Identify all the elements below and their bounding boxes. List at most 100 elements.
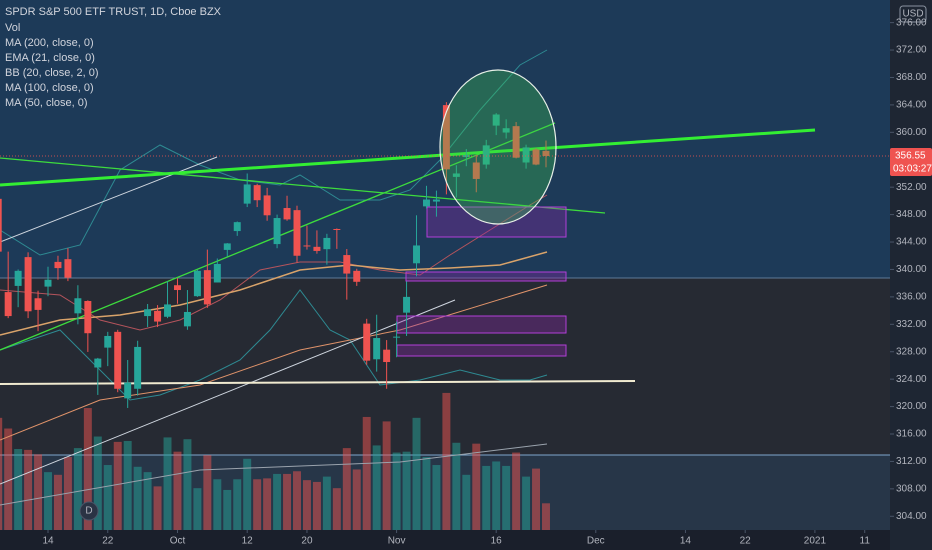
candle-body (502, 128, 510, 133)
y-tick-label: 320.00 (896, 401, 927, 412)
volume-bar (183, 439, 192, 530)
candle-body (343, 255, 351, 274)
candle-body (442, 105, 450, 170)
candle-body (54, 261, 62, 269)
volume-bar (203, 455, 212, 530)
volume-bar (103, 465, 112, 530)
candle-body (114, 331, 122, 389)
candle-body (223, 243, 231, 250)
volume-bar (362, 416, 371, 530)
candle-body (263, 195, 271, 216)
x-tick-label: Dec (587, 536, 605, 547)
candle-body (64, 259, 72, 278)
x-tick-label: 2021 (804, 536, 827, 547)
volume-bar (273, 473, 282, 530)
candle-body (154, 310, 162, 322)
y-tick-label: 328.00 (896, 346, 927, 357)
volume-bar (412, 417, 421, 530)
zone-box (396, 315, 567, 334)
trendline (0, 157, 606, 214)
candle-body (14, 270, 22, 286)
x-tick-label: 20 (301, 536, 313, 547)
candles (0, 102, 550, 408)
candle-body (104, 335, 112, 348)
y-tick-label: 360.00 (896, 127, 927, 138)
x-tick-label: 16 (491, 536, 503, 547)
volume-bar (492, 461, 501, 530)
y-tick-label: 336.00 (896, 292, 927, 303)
volume-bar (422, 457, 431, 530)
volume-bar (4, 428, 13, 530)
candle-body (393, 336, 401, 338)
volume-bar (342, 448, 351, 530)
volume-bar (332, 488, 341, 530)
support-line (0, 380, 636, 385)
candle-body (482, 145, 490, 165)
axes: 304.00 308.00 312.00 316.00 320.00 324.00 328.… (0, 17, 932, 547)
candle-body (293, 210, 301, 256)
volume-bar (283, 473, 292, 530)
candle-body (353, 270, 361, 282)
candle-body (164, 304, 172, 317)
x-tick-label: Nov (388, 536, 406, 547)
volume-bar (44, 472, 52, 530)
zone-box (396, 344, 567, 357)
candle-body (492, 114, 500, 126)
x-tick-label: Oct (170, 536, 186, 547)
y-tick-label: 304.00 (896, 511, 927, 522)
candle-body (452, 173, 460, 177)
price-axis (890, 0, 932, 550)
candle-body (144, 309, 152, 317)
y-tick-label: 372.00 (896, 45, 927, 56)
volume-bar (372, 445, 381, 530)
x-tick-label: 14 (42, 536, 54, 547)
candle-body (183, 311, 191, 327)
candle-body (4, 292, 12, 317)
y-tick-label: 312.00 (896, 456, 927, 467)
zone-box (405, 271, 567, 282)
ma-200 (0, 443, 548, 506)
trendline (0, 299, 456, 485)
volume-bar (472, 443, 481, 530)
indicators (0, 49, 548, 506)
candle-body (313, 246, 321, 251)
y-tick-label: 348.00 (896, 209, 927, 220)
candle-body (403, 296, 411, 313)
volume-bar (532, 468, 541, 530)
trendline (0, 156, 218, 243)
candle-body (74, 298, 82, 314)
candle-body (512, 126, 520, 158)
y-tick-label: 364.00 (896, 100, 927, 111)
candle-body (94, 358, 102, 368)
volume-bar (243, 458, 252, 530)
volume-bar (522, 476, 531, 530)
candle-body (532, 149, 540, 165)
indicator-label: EMA (21, close, 0) (5, 52, 95, 64)
volume-bar (402, 451, 411, 530)
volume-bar (143, 472, 152, 530)
volume-bar (0, 417, 3, 530)
dividend-marker[interactable] (79, 501, 99, 521)
candle-body (193, 270, 201, 297)
indicator-label: MA (200, close, 0) (5, 37, 94, 49)
candle-body (333, 229, 341, 231)
candle-body (84, 300, 92, 334)
volume-bar (133, 466, 142, 530)
volume-bar (452, 442, 461, 530)
y-tick-label: 332.00 (896, 319, 927, 330)
candle-body (253, 185, 261, 201)
legend: SPDR S&P 500 ETF TRUST, 1D, Cboe BZX Vol… (5, 6, 222, 109)
candle-body (243, 184, 251, 204)
candle-body (422, 199, 430, 207)
currency-box[interactable] (899, 5, 927, 23)
indicator-label: BB (20, close, 2, 0) (5, 67, 99, 79)
candle-body (173, 285, 181, 291)
volume-bar (302, 480, 311, 530)
candle-body (363, 323, 371, 361)
price-label: 356.55 (895, 151, 926, 162)
candle-body (373, 338, 381, 360)
candle-body (24, 257, 32, 312)
y-tick-label: 376.00 (896, 17, 927, 28)
y-tick-label: 344.00 (896, 237, 927, 248)
